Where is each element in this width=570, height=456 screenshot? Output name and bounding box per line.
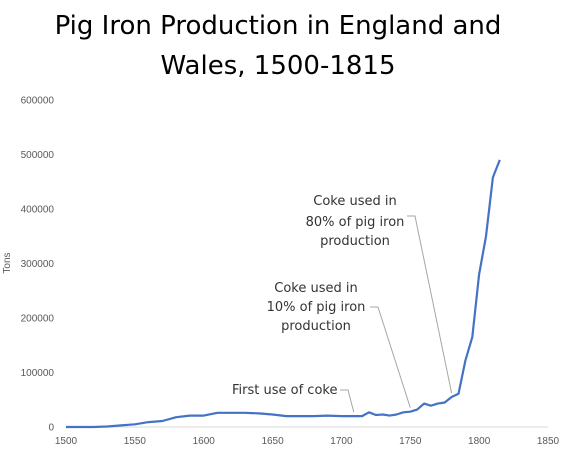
- annotation-coke-10-percent-line-3: production: [281, 319, 351, 334]
- y-tick-label: 0: [48, 423, 54, 434]
- annotation-coke-10-percent-line-2: 10% of pig iron: [267, 300, 366, 315]
- y-tick-label: 300000: [21, 259, 55, 270]
- x-tick-label: 1500: [55, 436, 78, 447]
- y-tick-label: 400000: [21, 205, 55, 216]
- annotation-coke-80-percent: Coke used in 80% of pig iron production: [306, 194, 453, 394]
- annotation-coke-80-percent-leader: [407, 215, 453, 394]
- annotation-first-use-of-coke-text: First use of coke: [232, 383, 337, 398]
- annotation-coke-10-percent-leader: [370, 306, 411, 408]
- annotation-coke-80-percent-line-2: 80% of pig iron: [306, 215, 405, 230]
- x-tick-label: 1850: [537, 436, 560, 447]
- annotation-coke-80-percent-line-1: Coke used in: [313, 194, 396, 209]
- annotation-first-use-of-coke-leader: [340, 389, 355, 413]
- y-tick-label: 100000: [21, 368, 55, 379]
- x-tick-label: 1650: [261, 436, 284, 447]
- y-tick-label: 600000: [21, 96, 55, 107]
- annotation-coke-10-percent: Coke used in 10% of pig iron production: [267, 281, 411, 408]
- chart-title-line-2: Wales, 1500-1815: [161, 51, 396, 81]
- annotations: First use of coke Coke used in 10% of pi…: [232, 194, 453, 413]
- chart-title-line-1: Pig Iron Production in England and: [55, 11, 502, 41]
- y-axis-label: Tons: [2, 252, 13, 273]
- annotation-coke-80-percent-line-3: production: [320, 234, 390, 249]
- x-axis-ticks: 1500 1550 1600 1650 1700 1750 1800 1850: [55, 436, 560, 447]
- annotation-first-use-of-coke: First use of coke: [232, 383, 355, 413]
- x-tick-label: 1550: [124, 436, 147, 447]
- x-tick-label: 1750: [399, 436, 422, 447]
- annotation-coke-10-percent-line-1: Coke used in: [274, 281, 357, 296]
- y-tick-label: 200000: [21, 314, 55, 325]
- y-tick-label: 500000: [21, 150, 55, 161]
- series-line: [66, 159, 501, 429]
- y-axis-ticks: 0 100000 200000 300000 400000 500000 600000: [21, 96, 55, 434]
- x-tick-label: 1700: [330, 436, 353, 447]
- x-tick-label: 1600: [193, 436, 216, 447]
- x-tick-label: 1800: [468, 436, 491, 447]
